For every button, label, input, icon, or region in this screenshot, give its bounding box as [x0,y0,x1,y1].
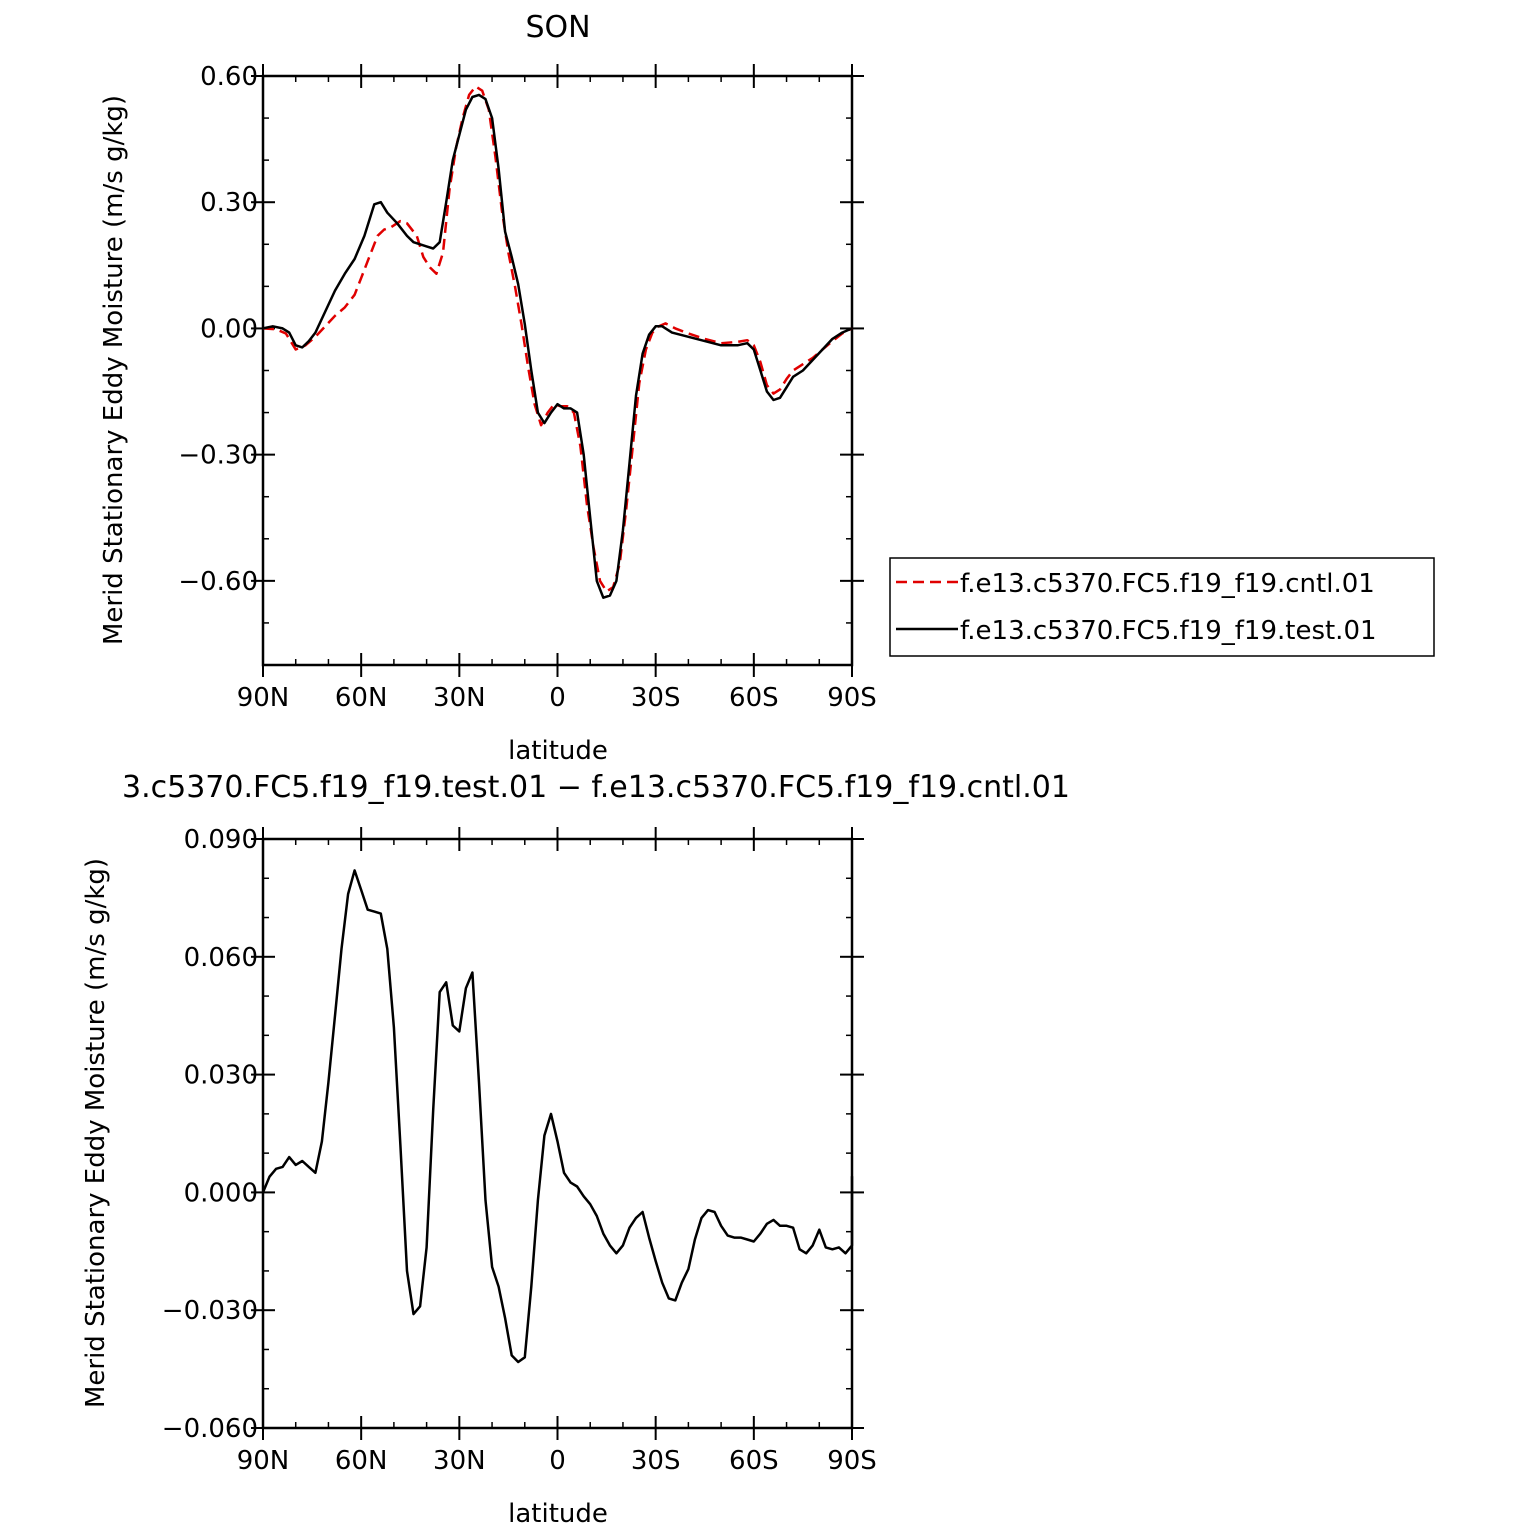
x-tick-label: 30S [631,1446,681,1476]
series-line-0-0 [262,85,853,593]
top-x-tick-labels: 90N 60N 30N 0 30S 60S 90S [237,683,877,713]
x-tick-label: 60S [729,1446,779,1476]
series-line-0-1 [262,93,853,599]
y-tick-label: 0.030 [184,1061,258,1091]
y-tick-label: 0.060 [184,943,258,973]
x-tick-label: 90S [827,683,877,713]
legend-box [889,557,1435,657]
x-tick-label: 90N [237,1446,290,1476]
x-tick-label: 0 [549,683,566,713]
y-tick-label: −0.030 [162,1296,258,1326]
x-tick-label: 90S [827,1446,877,1476]
bottom-plot-frame [261,837,854,1430]
bottom-y-tick-labels: 0.090 0.060 0.030 0.000 −0.030 −0.060 [162,825,258,1444]
x-tick-label: 60S [729,683,779,713]
y-tick-label: −0.60 [178,567,258,597]
y-tick-label: −0.060 [162,1414,258,1444]
x-tick-label: 90N [237,683,290,713]
y-tick-label: 0.60 [200,62,258,92]
bottom-x-axis-label: latitude [508,1499,608,1529]
bottom-x-tick-labels: 90N 60N 30N 0 30S 60S 90S [237,1446,877,1476]
x-tick-label: 60N [335,1446,388,1476]
x-tick-label: 60N [335,683,388,713]
top-y-tick-labels: 0.60 0.30 0.00 −0.30 −0.60 [178,62,258,597]
top-ticks [251,64,864,677]
top-chart-title: SON [525,10,590,45]
y-tick-label: 0.30 [200,188,258,218]
legend-label-cntl: f.e13.c5370.FC5.f19_f19.cntl.01 [960,569,1375,599]
bottom-chart-title: 3.c5370.FC5.f19_f19.test.01 − f.e13.c537… [122,770,1070,805]
top-chart: SON 0.60 0.30 0.00 −0.30 −0.60 90N 60N 30N 0 30S… [99,10,1435,766]
bottom-ticks [251,827,864,1440]
y-tick-label: −0.30 [178,441,258,471]
bottom-y-axis-label: Merid Stationary Eddy Moisture (m/s g/kg… [81,858,111,1408]
y-tick-label: 0.090 [184,825,258,855]
top-series-lines [262,85,853,599]
top-x-axis-label: latitude [508,736,608,766]
legend: f.e13.c5370.FC5.f19_f19.cntl.01 f.e13.c5… [889,557,1435,657]
x-tick-label: 30N [433,1446,486,1476]
y-tick-label: 0.00 [200,314,258,344]
bottom-series-lines [261,869,854,1364]
series-line-1-0 [261,869,854,1364]
legend-label-test: f.e13.c5370.FC5.f19_f19.test.01 [960,616,1377,646]
y-tick-label: 0.000 [184,1178,258,1208]
x-tick-label: 30S [631,683,681,713]
x-tick-label: 0 [549,1446,566,1476]
bottom-chart: 3.c5370.FC5.f19_f19.test.01 − f.e13.c537… [81,770,1070,1529]
top-y-axis-label: Merid Stationary Eddy Moisture (m/s g/kg… [99,95,129,645]
x-tick-label: 30N [433,683,486,713]
